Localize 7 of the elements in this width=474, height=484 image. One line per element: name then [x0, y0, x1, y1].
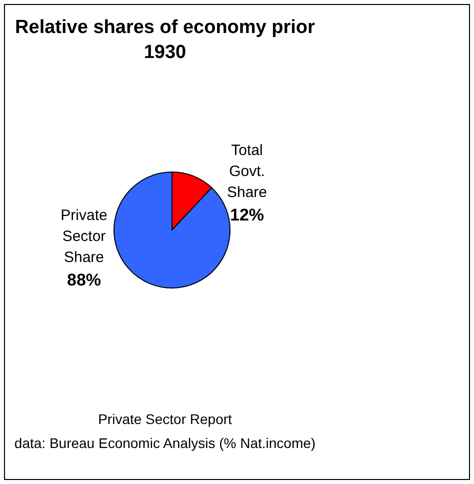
data-label: 88% [66, 270, 102, 290]
data-label: 12% [230, 206, 264, 224]
slice-label: Total Govt. Share [226, 142, 268, 200]
text: Private Sector Report [97, 410, 233, 429]
chart-title: Relative shares of economy prior 1930 [15, 16, 315, 65]
slice-label: Private Sector Share [60, 206, 108, 266]
text: data: Bureau Economic Analysis (% Nat.income) [13, 434, 317, 453]
